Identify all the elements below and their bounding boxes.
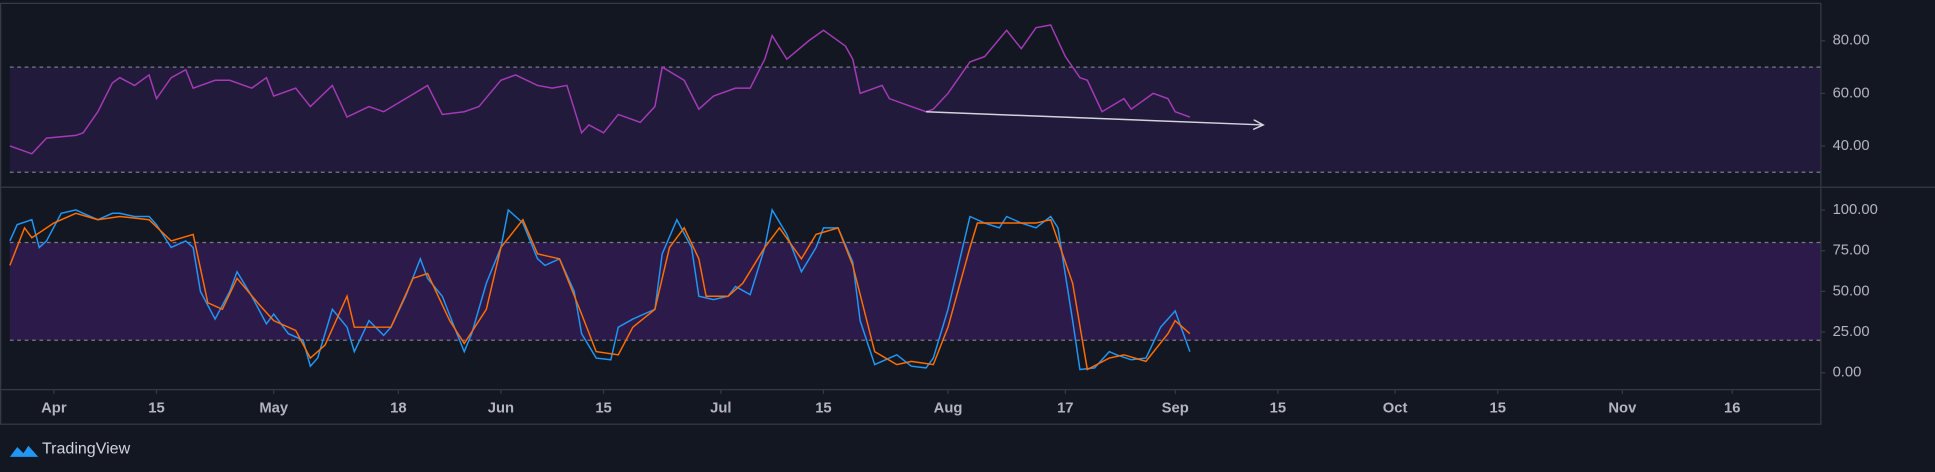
x-tick-label: Oct (1383, 401, 1408, 417)
x-tick-label: Sep (1162, 401, 1189, 417)
trend-arrow (926, 111, 1263, 125)
x-tick-label: 15 (595, 401, 611, 417)
y-tick-label: 0.00 (1833, 365, 1862, 381)
x-tick-label: Apr (41, 401, 67, 417)
x-tick-label: 15 (1490, 401, 1506, 417)
band (9, 242, 1821, 341)
series-line (9, 212, 1191, 371)
x-tick-label: 16 (1724, 401, 1740, 417)
logo: TradingView (9, 440, 131, 458)
x-tick-label: 18 (390, 401, 406, 417)
band (9, 67, 1821, 173)
series-line (9, 207, 1191, 371)
x-tick-label: Nov (1608, 401, 1637, 417)
x-tick-label: 15 (815, 401, 831, 417)
x-tick-label: 15 (1270, 401, 1286, 417)
x-tick-label: May (259, 401, 289, 417)
series-line (9, 24, 1191, 155)
y-tick-label: 50.00 (1833, 283, 1870, 299)
x-tick-label: Jul (710, 401, 731, 417)
x-tick-label: Aug (934, 401, 963, 417)
logo-text: TradingView (42, 440, 131, 458)
y-tick-label: 40.00 (1833, 138, 1870, 154)
x-tick-label: 17 (1057, 401, 1073, 417)
x-tick-label: 15 (148, 401, 164, 417)
logo-icon (9, 445, 39, 457)
y-tick-label: 80.00 (1833, 33, 1870, 49)
y-tick-label: 25.00 (1833, 324, 1870, 340)
y-tick-label: 60.00 (1833, 85, 1870, 101)
frame (0, 2, 1822, 425)
y-tick-label: 75.00 (1833, 243, 1870, 259)
y-tick-label: 100.00 (1833, 202, 1878, 218)
x-tick-label: Jun (488, 401, 514, 417)
